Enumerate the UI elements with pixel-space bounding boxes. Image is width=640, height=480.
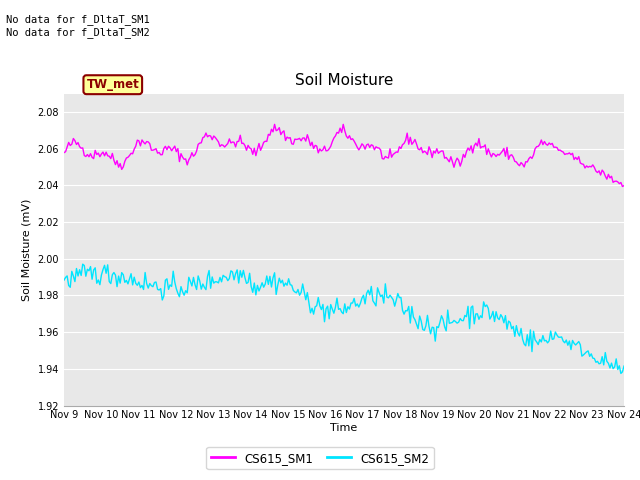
Text: No data for f_DltaT_SM1
No data for f_DltaT_SM2: No data for f_DltaT_SM1 No data for f_Dl…	[6, 14, 150, 38]
Legend: CS615_SM1, CS615_SM2: CS615_SM1, CS615_SM2	[206, 447, 434, 469]
Y-axis label: Soil Moisture (mV): Soil Moisture (mV)	[22, 198, 32, 301]
X-axis label: Time: Time	[330, 423, 358, 433]
Text: TW_met: TW_met	[86, 78, 139, 91]
Title: Soil Moisture: Soil Moisture	[295, 73, 393, 88]
